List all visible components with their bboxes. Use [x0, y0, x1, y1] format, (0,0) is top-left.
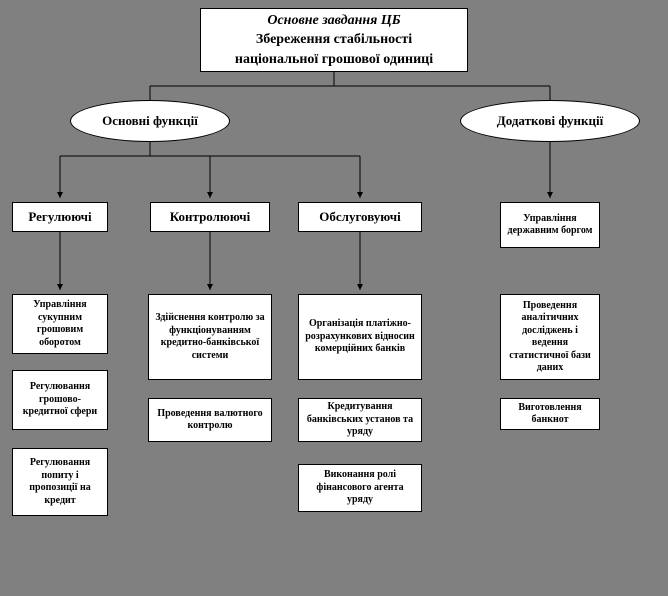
leaf-ctrl1: Здійснення контролю за функціонуванням к… — [148, 294, 272, 380]
ellipse-additional-label: Додаткові функції — [497, 113, 603, 129]
title-sub1: Збереження стабільності — [256, 30, 412, 50]
leaf-add1: Управління державним боргом — [500, 202, 600, 248]
leaf-reg3: Регулювання попиту і пропозиції на креди… — [12, 448, 108, 516]
ellipse-main-label: Основні функції — [102, 113, 198, 129]
ellipse-additional-functions: Додаткові функції — [460, 100, 640, 142]
title-sub2: національної грошової одиниці — [235, 50, 433, 70]
leaf-reg1: Управління сукупним грошовим оборотом — [12, 294, 108, 354]
leaf-add3: Виготовлення банкнот — [500, 398, 600, 430]
category-controlling: Контролюючі — [150, 202, 270, 232]
leaf-srv1: Організація платіжно-розрахункових відно… — [298, 294, 422, 380]
leaf-srv2: Кредитування банківських установ та уряд… — [298, 398, 422, 442]
category-regulating: Регулюючі — [12, 202, 108, 232]
ellipse-main-functions: Основні функції — [70, 100, 230, 142]
leaf-ctrl2: Проведення валютного контролю — [148, 398, 272, 442]
title-box: Основне завдання ЦБ Збереження стабільно… — [200, 8, 468, 72]
leaf-reg2: Регулювання грошово-кредитної сфери — [12, 370, 108, 430]
leaf-srv3: Виконання ролі фінансового агента уряду — [298, 464, 422, 512]
title-heading: Основне завдання ЦБ — [267, 11, 400, 31]
leaf-add2: Проведення аналітичних досліджень і веде… — [500, 294, 600, 380]
category-servicing: Обслуговуючі — [298, 202, 422, 232]
